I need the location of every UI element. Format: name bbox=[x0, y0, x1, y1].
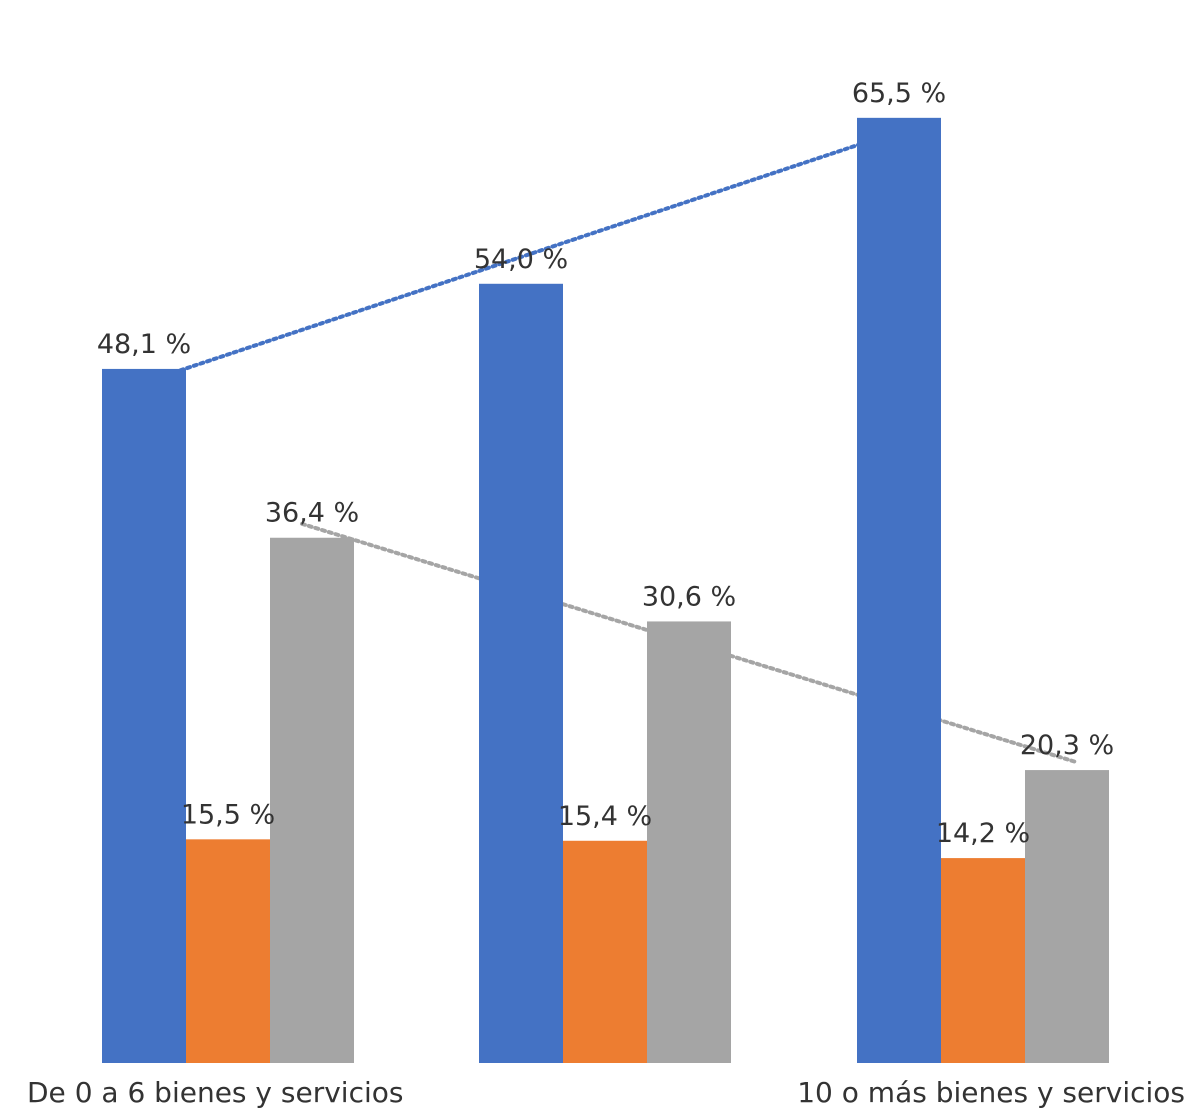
data-label-s0-c2: 65,5 % bbox=[852, 78, 946, 109]
bar-s0-c1 bbox=[479, 283, 563, 1063]
data-label-s0-c0: 48,1 % bbox=[97, 329, 191, 360]
category-label-0: De 0 a 6 bienes y servicios bbox=[27, 1076, 403, 1109]
data-labels: 48,1 % 54,0 % 65,5 % 15,5 % 15,4 % 14,2 % 36,4… bbox=[97, 78, 1114, 849]
bar-s0-c2 bbox=[857, 117, 941, 1063]
bars bbox=[102, 117, 1109, 1063]
category-labels: De 0 a 6 bienes y servicios 10 o más bien… bbox=[27, 1076, 1185, 1109]
bar-s1-c2 bbox=[941, 858, 1025, 1063]
data-label-s1-c2: 14,2 % bbox=[936, 818, 1030, 849]
data-label-s2-c1: 30,6 % bbox=[642, 581, 736, 612]
bar-s2-c1 bbox=[647, 621, 731, 1063]
data-label-s0-c1: 54,0 % bbox=[474, 244, 568, 275]
bar-s0-c0 bbox=[102, 368, 186, 1063]
data-label-s2-c0: 36,4 % bbox=[265, 498, 359, 529]
bar-s1-c0 bbox=[186, 839, 270, 1063]
data-label-s1-c0: 15,5 % bbox=[181, 799, 275, 830]
bar-s1-c1 bbox=[563, 840, 647, 1063]
data-label-s2-c2: 20,3 % bbox=[1020, 730, 1114, 761]
data-label-s1-c1: 15,4 % bbox=[558, 801, 652, 832]
category-label-2: 10 o más bienes y servicios bbox=[797, 1076, 1185, 1109]
bar-s2-c2 bbox=[1025, 770, 1109, 1063]
bar-s2-c0 bbox=[270, 537, 354, 1063]
trendline-0 bbox=[132, 125, 911, 388]
